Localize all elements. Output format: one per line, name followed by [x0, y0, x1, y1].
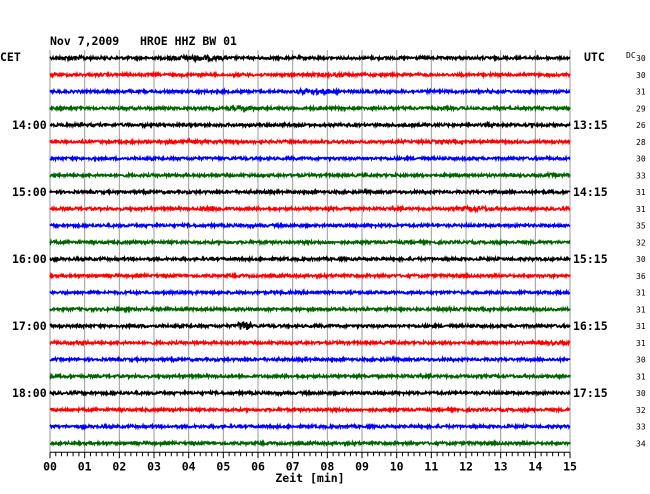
dc-value: 31: [636, 372, 646, 381]
trace-10: [49, 221, 571, 230]
x-tick-label: 06: [251, 459, 265, 473]
minute-gridlines: [49, 50, 571, 453]
trace-18: [49, 355, 571, 364]
x-tick-label: 15: [563, 459, 577, 473]
trace-16: [49, 320, 571, 331]
trace-0: [49, 53, 571, 64]
dc-value: 33: [636, 423, 646, 432]
right-timezone-label: UTC: [584, 50, 605, 64]
trace-6: [49, 154, 571, 163]
trace-23: [49, 438, 571, 448]
dc-value: 32: [636, 238, 646, 247]
dc-value: 30: [636, 389, 646, 398]
cet-hour-labels: 14:00 15:00 16:00 17:00 18:00: [12, 118, 47, 400]
dc-value: 30: [636, 155, 646, 164]
trace-21: [49, 405, 571, 415]
utc-hour-label: 13:15: [573, 118, 608, 132]
dc-value: 31: [636, 305, 646, 314]
trace-17: [49, 338, 571, 348]
dc-value: 30: [636, 255, 646, 264]
x-tick-label: 12: [459, 459, 473, 473]
x-tick-label: 08: [320, 459, 334, 473]
cet-hour-label: 15:00: [12, 185, 47, 199]
trace-4: [49, 120, 571, 130]
dc-value: 30: [636, 356, 646, 365]
trace-3: [49, 103, 571, 114]
dc-value: 31: [636, 289, 646, 298]
cet-hour-label: 16:00: [12, 252, 47, 266]
trace-22: [49, 422, 571, 431]
dc-value: 35: [636, 222, 646, 231]
trace-7: [49, 170, 571, 180]
x-tick-label: 01: [78, 459, 92, 473]
x-tick-label: 04: [182, 459, 196, 473]
x-tick-label: 05: [216, 459, 230, 473]
cet-hour-label: 18:00: [12, 386, 47, 400]
utc-hour-labels: 13:15 14:15 15:15 16:15 17:15: [573, 118, 608, 400]
dc-value: 31: [636, 88, 646, 97]
x-tick-label: 07: [286, 459, 300, 473]
trace-9: [49, 203, 571, 214]
cet-hour-label: 17:00: [12, 319, 47, 333]
dc-value: 30: [636, 71, 646, 80]
trace-5: [49, 137, 571, 147]
x-axis: 00 01 02 03 04 05 06 07 08 09 10 11 12 13 14 15: [43, 451, 577, 473]
trace-12: [49, 254, 571, 264]
dc-value: 36: [636, 272, 646, 281]
dc-value: 28: [636, 138, 646, 147]
dc-value: 34: [636, 439, 646, 448]
left-timezone-label: CET: [0, 50, 21, 64]
dc-value: 29: [636, 104, 646, 113]
x-tick-label: 13: [494, 459, 508, 473]
dc-value: 31: [636, 188, 646, 197]
seismic-traces: [49, 53, 571, 448]
trace-19: [49, 371, 571, 381]
dc-value: 31: [636, 205, 646, 214]
trace-8: [49, 187, 571, 197]
chart-title: Nov 7,2009 HROE HHZ BW 01: [50, 34, 237, 48]
x-tick-label: 09: [355, 459, 369, 473]
x-tick-label: 03: [147, 459, 161, 473]
trace-11: [49, 238, 571, 247]
utc-hour-label: 14:15: [573, 185, 608, 199]
trace-13: [49, 271, 571, 281]
utc-hour-label: 16:15: [573, 319, 608, 333]
dc-header-label: DC: [626, 51, 636, 60]
trace-2: [49, 86, 571, 97]
utc-hour-label: 15:15: [573, 252, 608, 266]
utc-hour-label: 17:15: [573, 386, 608, 400]
dc-value: 33: [636, 171, 646, 180]
x-tick-label: 02: [112, 459, 126, 473]
x-axis-label: Zeit [min]: [275, 471, 344, 485]
dc-offset-values: 30 30 31 29 26 28 30 33 31 31 35 32 30 36 31 31 31 31 30 31…: [636, 54, 646, 448]
dc-value: 32: [636, 406, 646, 415]
dc-value: 31: [636, 339, 646, 348]
x-tick-label: 10: [390, 459, 404, 473]
trace-15: [49, 304, 571, 314]
trace-14: [49, 288, 571, 297]
cet-hour-label: 14:00: [12, 118, 47, 132]
x-tick-label: 11: [424, 459, 438, 473]
dc-value: 30: [636, 54, 646, 63]
dc-value: 26: [636, 121, 646, 130]
dc-value: 31: [636, 322, 646, 331]
x-tick-label: 00: [43, 459, 57, 473]
x-tick-label: 14: [528, 459, 542, 473]
trace-20: [49, 388, 571, 398]
trace-1: [49, 70, 571, 80]
